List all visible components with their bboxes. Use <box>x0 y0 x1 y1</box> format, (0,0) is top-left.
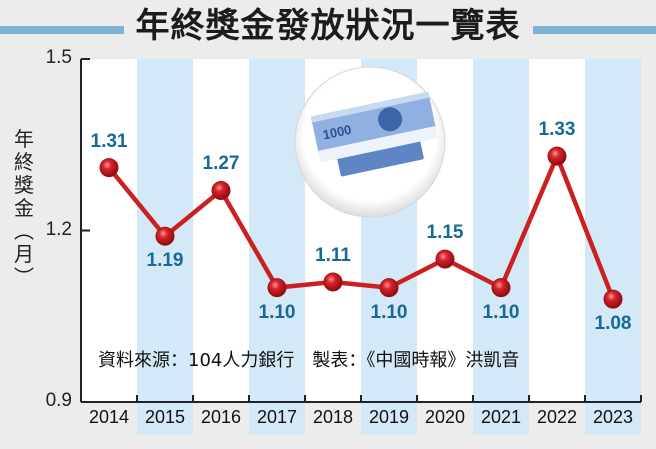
data-point <box>99 158 119 178</box>
banknote-stack-icon: 1000 <box>310 91 438 177</box>
x-tick-label: 2019 <box>368 407 410 427</box>
value-label: 1.10 <box>370 301 408 323</box>
y-tick-label: 0.9 <box>45 390 72 411</box>
value-label: 1.10 <box>482 301 520 323</box>
value-label: 1.15 <box>426 222 464 244</box>
y-tick-label: 1.5 <box>45 47 72 68</box>
x-tick-label: 2014 <box>88 407 130 427</box>
y-title-char: 金 <box>14 196 34 220</box>
data-point <box>323 272 343 292</box>
value-label: 1.19 <box>146 250 184 272</box>
value-label: 1.08 <box>594 313 632 335</box>
source-note: 資料來源：104人力銀行 製表：《中國時報》洪凱音 <box>98 350 520 371</box>
data-point <box>267 278 287 298</box>
data-point <box>155 226 175 246</box>
y-title-char: 獎 <box>14 173 34 197</box>
y-tick-label: 1.2 <box>45 219 72 240</box>
y-axis-title: 年 終 獎 金 ︵ 月 ︶ <box>14 128 34 289</box>
x-tick-label: 2023 <box>592 407 634 427</box>
data-line <box>107 153 616 300</box>
x-tick-label: 2018 <box>312 407 354 427</box>
title-bar-left <box>0 26 126 34</box>
x-tick-label: 2021 <box>480 407 522 427</box>
svg-text:1000: 1000 <box>321 122 352 143</box>
y-title-char: ︵ <box>14 219 34 243</box>
value-label: 1.11 <box>315 244 351 266</box>
x-tick-label: 2020 <box>424 407 466 427</box>
year-band <box>249 59 305 435</box>
chart-title-text: 年終獎金發放狀況一覽表 <box>123 6 533 46</box>
x-tick-label: 2015 <box>144 407 186 427</box>
value-label: 1.27 <box>202 153 240 175</box>
x-tick-label: 2022 <box>536 407 578 427</box>
value-label: 1.10 <box>258 301 296 323</box>
value-label: 1.33 <box>538 119 576 141</box>
title-bar-right <box>530 26 656 34</box>
data-point <box>211 180 231 200</box>
data-point <box>379 278 399 298</box>
y-title-char: 年 <box>14 127 34 151</box>
data-point <box>603 289 623 309</box>
x-tick-label: 2016 <box>200 407 242 427</box>
data-point <box>547 146 567 166</box>
x-tick-label: 2017 <box>256 407 298 427</box>
y-title-char: 終 <box>14 150 34 174</box>
data-point <box>435 249 455 269</box>
year-band <box>137 59 193 435</box>
data-point <box>491 278 511 298</box>
y-title-char: 月 <box>14 242 34 266</box>
value-label: 1.31 <box>90 130 128 152</box>
y-title-char: ︶ <box>14 265 34 289</box>
chart-title: 年終獎金發放狀況一覽表 <box>0 4 656 48</box>
